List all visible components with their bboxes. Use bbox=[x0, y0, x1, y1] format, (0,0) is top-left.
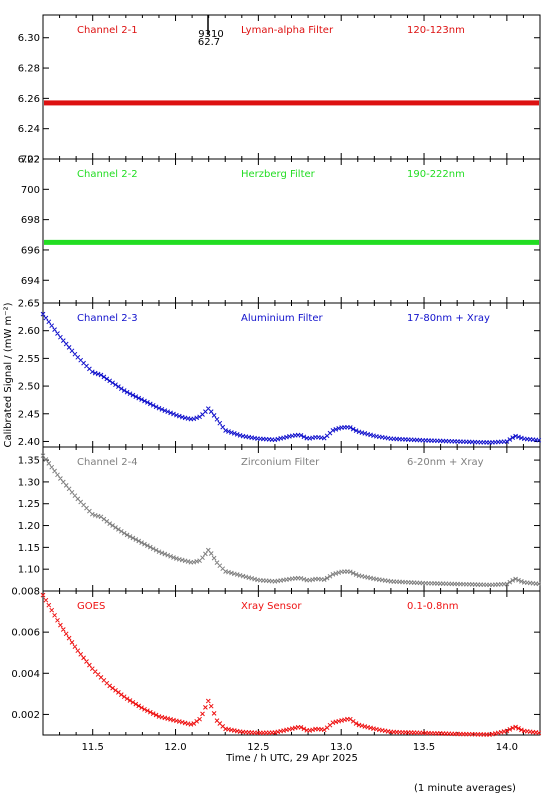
top-marker: 9310 62.7 bbox=[198, 15, 224, 48]
x-tick-label: 14.0 bbox=[496, 742, 518, 753]
plot-frame bbox=[42, 14, 541, 160]
panel-header-text: 0.1-0.8nm bbox=[407, 601, 459, 612]
top-marker-line2: 62.7 bbox=[198, 37, 220, 48]
y-tick-label: 0.008 bbox=[11, 587, 40, 598]
data-points bbox=[40, 311, 542, 445]
chart-panel: 1.10 1.15 1.20 1.25 1.30 1.35 Channel 2-4 Zirco… bbox=[18, 446, 542, 592]
y-tick-label: 1.10 bbox=[18, 565, 40, 576]
y-tick-label: 698 bbox=[21, 215, 40, 226]
data-band bbox=[44, 239, 539, 245]
y-tick-label: 2.40 bbox=[18, 437, 40, 448]
y-tick-label: 2.45 bbox=[18, 409, 40, 420]
y-tick-label: 1.30 bbox=[18, 477, 40, 488]
plot-frame bbox=[42, 302, 541, 448]
y-tick-label: 0.006 bbox=[11, 628, 40, 639]
plot-frame bbox=[42, 590, 541, 736]
top-marker-line1: 9310 bbox=[198, 29, 223, 40]
data-band bbox=[44, 100, 539, 106]
y-tick-label: 6.22 bbox=[18, 155, 40, 166]
y-tick-label: 702 bbox=[21, 155, 40, 166]
panel-header-text: Herzberg Filter bbox=[241, 169, 316, 180]
panel-header-text: Channel 2-4 bbox=[77, 457, 138, 468]
y-tick-label: 6.28 bbox=[18, 64, 40, 75]
panel-header-text: Channel 2-3 bbox=[77, 313, 138, 324]
y-tick-label: 2.50 bbox=[18, 382, 40, 393]
x-tick-label: 13.0 bbox=[330, 742, 352, 753]
chart-panel: 2.40 2.45 2.50 2.55 2.60 2.65 Channel 2-3 Alumi… bbox=[18, 299, 542, 448]
x-axis-label: Time / h UTC, 29 Apr 2025 bbox=[225, 753, 358, 764]
panel-header-text: GOES bbox=[77, 601, 105, 612]
y-tick-label: 2.60 bbox=[18, 326, 40, 337]
chart-panel: 6.22 6.24 6.26 6.28 6.30 Channel 2-1 Lyman-alp… bbox=[18, 14, 541, 166]
panels: 6.22 6.24 6.26 6.28 6.30 Channel 2-1 Lyman-alp… bbox=[11, 14, 542, 753]
y-tick-label: 1.15 bbox=[18, 543, 40, 554]
y-tick-label: 696 bbox=[21, 245, 40, 256]
y-tick-label: 6.30 bbox=[18, 33, 40, 44]
y-tick-label: 1.35 bbox=[18, 456, 40, 467]
x-tick-label: 12.0 bbox=[164, 742, 186, 753]
panel-header-text: 120-123nm bbox=[407, 25, 465, 36]
y-tick-label: 1.25 bbox=[18, 499, 40, 510]
panel-header-text: 190-222nm bbox=[407, 169, 465, 180]
chart-panel: 694 696 698 700 702 Channel 2-2 Herzberg Filte… bbox=[21, 155, 541, 304]
panel-header-text: Channel 2-1 bbox=[77, 25, 138, 36]
data-points bbox=[40, 592, 542, 737]
y-tick-label: 0.002 bbox=[11, 710, 40, 721]
y-tick-label: 6.26 bbox=[18, 94, 40, 105]
y-tick-label: 0.004 bbox=[11, 669, 40, 680]
y-tick-label: 1.20 bbox=[18, 521, 40, 532]
averaging-note: (1 minute averages) bbox=[414, 783, 516, 794]
panel-header-text: Lyman-alpha Filter bbox=[241, 25, 334, 36]
panel-header-text: 17-80nm + Xray bbox=[407, 313, 490, 324]
chart-panel: 11.5 12.0 12.5 13.0 13.5 14.0 0.002 0.004 0.006 0… bbox=[11, 587, 542, 753]
panel-header-text: Aluminium Filter bbox=[241, 313, 324, 324]
panel-header-text: Xray Sensor bbox=[241, 601, 302, 612]
panel-header-text: 6-20nm + Xray bbox=[407, 457, 484, 468]
y-tick-label: 2.55 bbox=[18, 354, 40, 365]
y-tick-label: 2.65 bbox=[18, 299, 40, 310]
y-tick-label: 700 bbox=[21, 185, 40, 196]
panel-header-text: Zirconium Filter bbox=[241, 457, 320, 468]
y-tick-label: 6.24 bbox=[18, 124, 40, 135]
y-tick-label: 694 bbox=[21, 276, 40, 287]
x-tick-label: 12.5 bbox=[247, 742, 269, 753]
plot-frame bbox=[42, 158, 541, 304]
plot-frame bbox=[42, 446, 541, 592]
x-tick-label: 13.5 bbox=[413, 742, 435, 753]
x-tick-label: 11.5 bbox=[82, 742, 104, 753]
panel-header-text: Channel 2-2 bbox=[77, 169, 138, 180]
y-axis-label: Calibrated Signal / (mW m⁻²) bbox=[3, 302, 14, 447]
data-points bbox=[40, 453, 542, 588]
